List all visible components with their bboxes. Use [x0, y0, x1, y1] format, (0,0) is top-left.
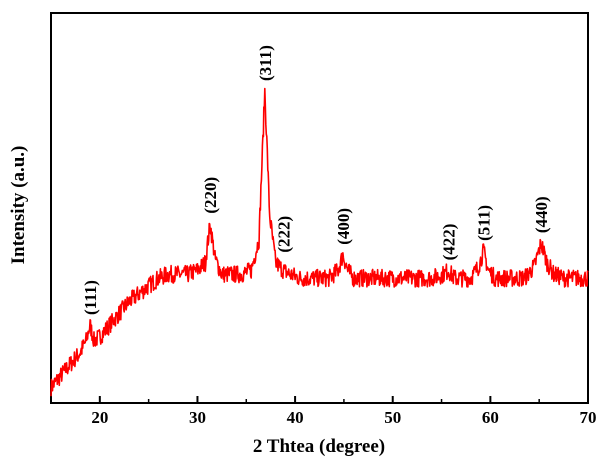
peak-label: (511) [475, 205, 494, 241]
peak-label: (222) [274, 216, 293, 253]
xrd-pattern-line [50, 87, 589, 397]
plot-frame [50, 12, 589, 404]
x-tick-layer: 20 30 40 50 60 70 [50, 396, 597, 427]
peak-label-layer: (111) (220) (311) (222) (400) (422) (511) (440) [81, 45, 551, 315]
x-tick-label: 70 [580, 408, 597, 427]
x-tick-label: 40 [287, 408, 304, 427]
x-tick-label: 60 [482, 408, 499, 427]
plot-border [50, 12, 589, 404]
peak-label: (311) [256, 45, 275, 81]
x-axis-title: 2 Thtea (degree) [253, 436, 385, 457]
peak-label: (440) [532, 196, 551, 233]
peak-label: (220) [201, 177, 220, 214]
peak-label: (111) [81, 280, 100, 315]
x-tick-label: 20 [91, 408, 108, 427]
peak-label: (400) [334, 208, 353, 245]
y-axis-title: Intensity (a.u.) [8, 146, 29, 265]
series-layer [50, 87, 589, 397]
peak-label: (422) [439, 224, 458, 261]
x-tick-label: 30 [189, 408, 206, 427]
x-tick-label: 50 [384, 408, 401, 427]
